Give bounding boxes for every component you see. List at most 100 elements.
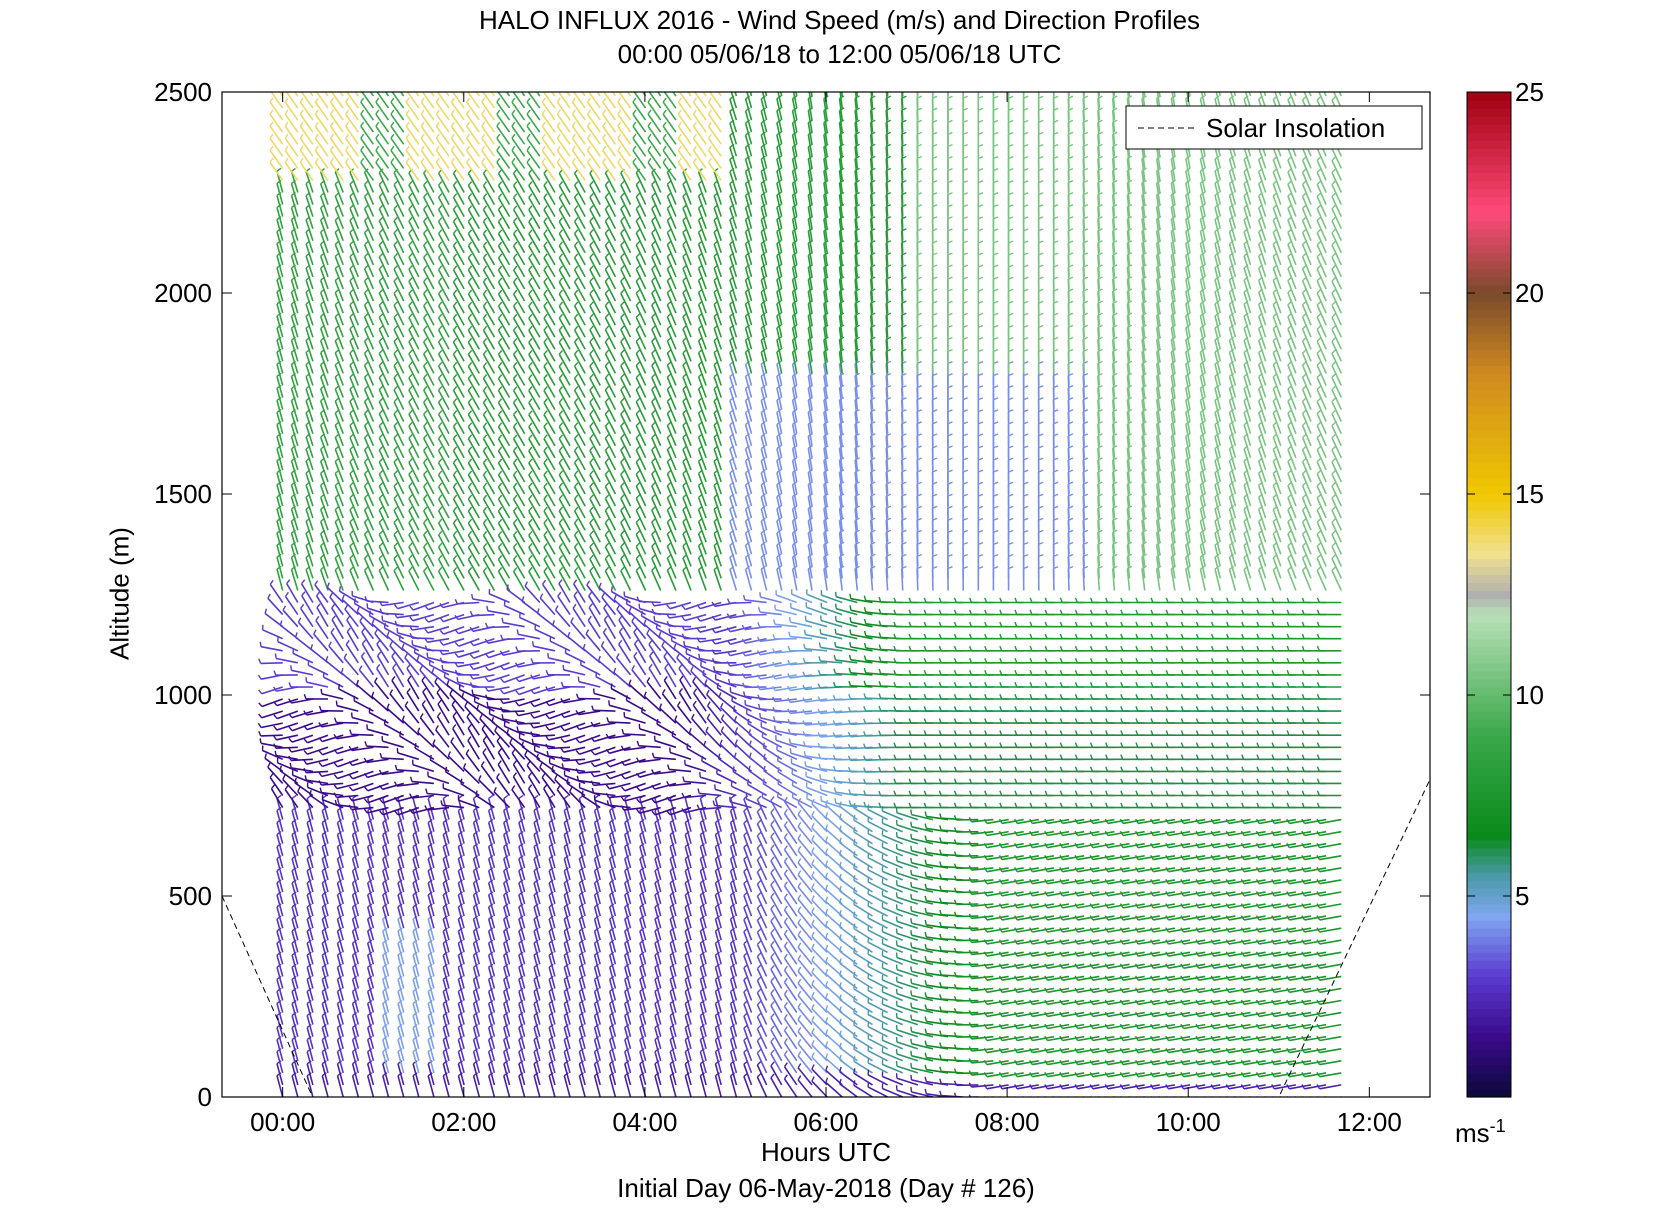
wind-barb bbox=[314, 149, 329, 169]
wind-barb bbox=[319, 460, 329, 483]
wind-barb bbox=[321, 734, 344, 743]
wind-barb bbox=[314, 137, 329, 157]
wind-barb bbox=[363, 196, 375, 217]
wind-barb bbox=[290, 243, 299, 266]
wind-barb bbox=[305, 424, 314, 447]
wind-barb-flag bbox=[346, 615, 351, 621]
wind-barb bbox=[269, 137, 284, 157]
wind-barb bbox=[382, 894, 390, 917]
wind-barb-flag bbox=[467, 74, 470, 78]
wind-barb-flag bbox=[350, 712, 353, 718]
wind-barb bbox=[290, 412, 299, 434]
wind-barb bbox=[319, 521, 329, 543]
wind-barb bbox=[290, 496, 299, 519]
wind-barb bbox=[305, 448, 314, 471]
wind-barb bbox=[319, 388, 329, 410]
wind-barb-flag bbox=[414, 742, 417, 749]
wind-barb bbox=[363, 304, 375, 326]
wind-barb-flag bbox=[345, 133, 350, 139]
wind-barb bbox=[329, 596, 344, 616]
wind-barb-flag bbox=[393, 265, 399, 270]
wind-barb-flag bbox=[375, 157, 380, 163]
wind-barb bbox=[290, 472, 299, 495]
wind-barb bbox=[290, 424, 299, 447]
wind-barb-flag bbox=[364, 288, 369, 294]
wind-barb-flag bbox=[314, 145, 319, 151]
wind-barb bbox=[349, 425, 360, 447]
wind-barb bbox=[349, 183, 360, 205]
wind-barb-flag bbox=[315, 615, 320, 621]
wind-barb bbox=[306, 1003, 314, 1025]
wind-barb bbox=[351, 716, 374, 724]
wind-barb-flag bbox=[378, 301, 384, 306]
wind-barb bbox=[366, 906, 375, 929]
wind-barb bbox=[292, 774, 314, 785]
wind-barb bbox=[351, 846, 360, 869]
wind-barb-flag bbox=[361, 627, 366, 633]
wind-barb bbox=[390, 101, 405, 121]
wind-barb bbox=[393, 317, 405, 338]
wind-barb-flag bbox=[285, 74, 288, 78]
wind-barb bbox=[290, 436, 299, 459]
wind-barb-flag bbox=[378, 554, 384, 559]
wind-barb bbox=[305, 183, 314, 205]
wind-barb-flag bbox=[378, 600, 383, 606]
wind-barb bbox=[382, 930, 390, 953]
wind-barb-flag bbox=[297, 786, 301, 792]
wind-barb bbox=[334, 400, 344, 422]
wind-barb-flag bbox=[378, 361, 384, 366]
wind-barb-flag bbox=[345, 121, 350, 127]
wind-barb bbox=[382, 954, 390, 977]
wind-barb-flag bbox=[267, 593, 271, 599]
wind-barb-flag bbox=[633, 86, 636, 90]
wind-barb-flag bbox=[329, 145, 334, 151]
wind-barb-flag bbox=[294, 777, 297, 783]
wind-barb bbox=[336, 1015, 344, 1037]
wind-barb-flag bbox=[273, 686, 277, 692]
wind-barb-flag bbox=[546, 750, 549, 757]
wind-barb bbox=[284, 137, 299, 157]
wind-barb bbox=[378, 232, 390, 254]
wind-barb-flag bbox=[573, 74, 576, 78]
wind-barb bbox=[412, 834, 420, 857]
wind-barb bbox=[292, 652, 314, 664]
wind-barb bbox=[397, 822, 405, 844]
wind-barb bbox=[309, 794, 329, 809]
wind-barb-flag bbox=[288, 755, 292, 761]
wind-barb-flag bbox=[288, 737, 293, 743]
wind-barb-flag bbox=[363, 757, 368, 763]
wind-barb-flag bbox=[698, 653, 701, 659]
wind-barb bbox=[393, 196, 405, 217]
wind-barb bbox=[412, 954, 420, 977]
wind-barb bbox=[305, 388, 314, 410]
wind-barb bbox=[321, 918, 329, 941]
wind-barb-flag bbox=[378, 506, 384, 511]
wind-barb bbox=[366, 954, 375, 977]
wind-barb bbox=[319, 485, 329, 507]
wind-barb bbox=[291, 930, 299, 953]
wind-barb bbox=[366, 870, 375, 893]
wind-barb bbox=[345, 161, 359, 181]
wind-barb-flag bbox=[314, 121, 319, 127]
wind-barb bbox=[363, 220, 375, 242]
wind-barb-flag bbox=[364, 216, 369, 222]
wind-barb bbox=[290, 532, 299, 555]
wind-barb bbox=[321, 834, 329, 857]
wind-barb bbox=[260, 734, 283, 737]
wind-barb-flag bbox=[348, 774, 354, 780]
wind-barb bbox=[390, 137, 405, 157]
wind-barb bbox=[334, 412, 344, 434]
wind-barb bbox=[345, 125, 359, 145]
wind-barb-flag bbox=[303, 710, 307, 716]
wind-barb bbox=[276, 930, 284, 953]
wind-barb-flag bbox=[303, 749, 308, 755]
wind-barb bbox=[276, 243, 284, 266]
wind-barb bbox=[284, 113, 299, 133]
wind-barb bbox=[319, 243, 329, 266]
wind-barb bbox=[290, 195, 299, 217]
wind-barb bbox=[336, 906, 344, 929]
wind-barb bbox=[393, 437, 405, 459]
wind-barb bbox=[349, 220, 360, 242]
wind-barb bbox=[262, 749, 284, 761]
wind-barb bbox=[322, 746, 344, 756]
